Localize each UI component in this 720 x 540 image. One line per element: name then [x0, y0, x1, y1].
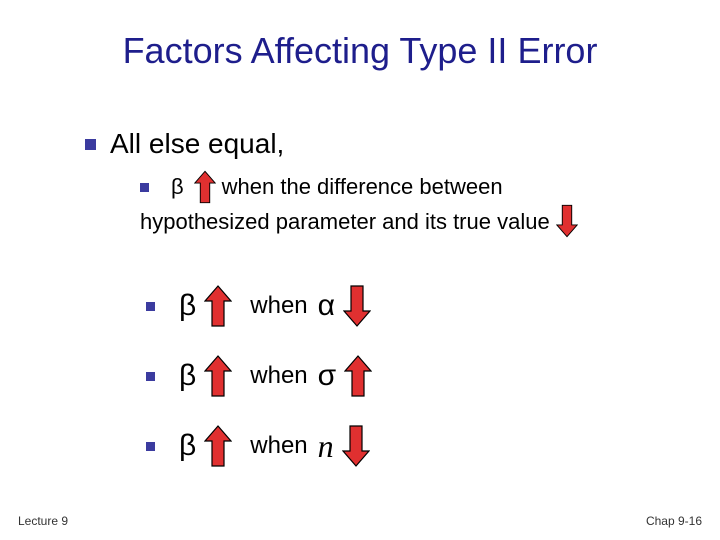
- sub-bullet-1-line1: β when the difference between: [140, 170, 660, 204]
- n-symbol: n: [318, 428, 334, 465]
- factor-row-alpha: β when α: [146, 278, 377, 334]
- sub-bullet-1-line2-row: hypothesized parameter and its true valu…: [140, 204, 660, 238]
- beta-symbol: β: [179, 289, 196, 323]
- sub-bullet-1-line2: hypothesized parameter and its true valu…: [140, 209, 550, 235]
- square-bullet-icon: [146, 372, 155, 381]
- arrow-up-icon: [204, 285, 232, 327]
- when-label: when: [250, 362, 307, 390]
- arrow-down-icon: [342, 425, 370, 467]
- arrow-up-icon: [204, 425, 232, 467]
- sub-bullet-1-mid: when the difference between: [222, 174, 503, 200]
- arrow-up-icon: [194, 170, 216, 204]
- sub-bullet-1: β when the difference between hypothesiz…: [140, 170, 660, 238]
- arrow-up-icon: [344, 355, 372, 397]
- footer-left: Lecture 9: [18, 514, 68, 528]
- sigma-symbol: σ: [318, 359, 337, 393]
- square-bullet-icon: [146, 442, 155, 451]
- beta-symbol: β: [179, 429, 196, 463]
- factor-row-sigma: β when σ: [146, 348, 378, 404]
- footer-right: Chap 9-16: [646, 514, 702, 528]
- slide: Factors Affecting Type II Error All else…: [0, 0, 720, 540]
- alpha-symbol: α: [318, 289, 335, 323]
- square-bullet-icon: [146, 302, 155, 311]
- main-bullet-text: All else equal,: [110, 128, 284, 160]
- main-bullet-row: All else equal,: [85, 128, 284, 160]
- square-bullet-icon: [85, 139, 96, 150]
- beta-symbol: β: [171, 174, 184, 200]
- beta-symbol: β: [179, 359, 196, 393]
- square-bullet-icon: [140, 183, 149, 192]
- factor-row-n: β when n: [146, 418, 376, 474]
- slide-title: Factors Affecting Type II Error: [0, 30, 720, 72]
- arrow-up-icon: [204, 355, 232, 397]
- arrow-down-icon: [343, 285, 371, 327]
- when-label: when: [250, 432, 307, 460]
- arrow-down-icon: [556, 204, 578, 238]
- when-label: when: [250, 292, 307, 320]
